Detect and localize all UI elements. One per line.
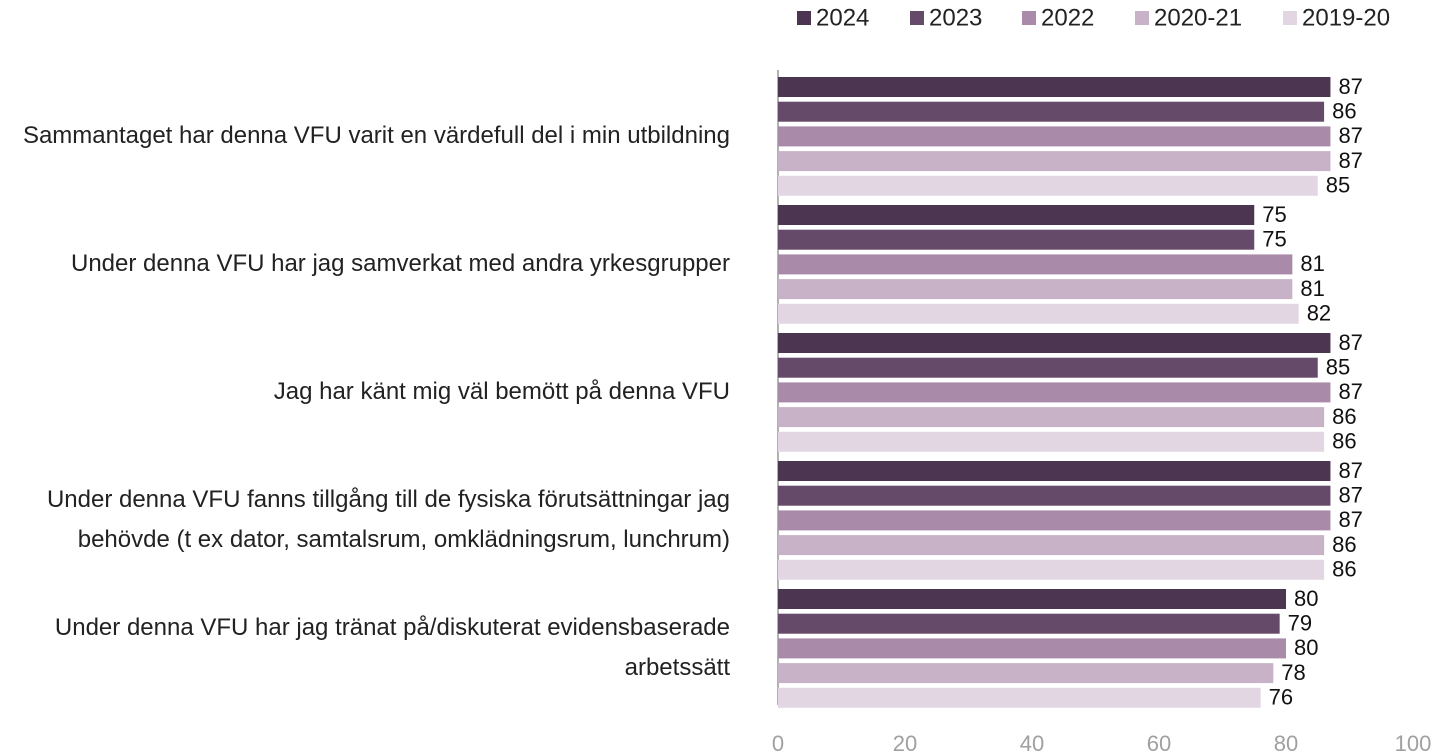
legend-label: 2024: [816, 4, 869, 31]
bar: [778, 126, 1331, 147]
category-label: Under denna VFU fanns tillgång till de f…: [46, 486, 730, 554]
bar: [778, 303, 1299, 324]
value-label: 75: [1262, 227, 1286, 252]
bar: [778, 663, 1274, 684]
bar: [778, 638, 1286, 659]
category-label: Under denna VFU har jag tränat på/diskut…: [54, 614, 730, 682]
bar: [778, 510, 1331, 531]
bar: [778, 229, 1255, 250]
bar: [778, 485, 1331, 506]
bar: [778, 333, 1331, 353]
value-label: 81: [1300, 251, 1324, 276]
bar: [778, 407, 1325, 428]
category-label: Jag har känt mig väl bemött på denna VFU: [273, 378, 730, 406]
bar: [778, 77, 1331, 97]
value-label: 85: [1326, 355, 1350, 380]
x-tick-label: 20: [893, 731, 917, 755]
bar: [778, 613, 1280, 634]
legend-label: 2020-21: [1154, 4, 1242, 31]
value-label: 87: [1338, 330, 1362, 355]
value-label: 87: [1338, 123, 1362, 148]
value-label: 87: [1338, 148, 1362, 173]
bar: [778, 559, 1325, 580]
value-label: 86: [1332, 532, 1356, 557]
bar: [778, 101, 1325, 122]
value-label: 86: [1332, 99, 1356, 124]
value-label: 86: [1332, 429, 1356, 454]
value-label: 78: [1281, 660, 1305, 685]
x-tick-label: 60: [1147, 731, 1171, 755]
legend-swatch: [1135, 11, 1149, 25]
value-label: 81: [1300, 276, 1324, 301]
bar: [778, 205, 1255, 225]
value-label: 76: [1269, 685, 1293, 710]
bar: [778, 382, 1331, 403]
bar: [778, 535, 1325, 556]
value-label: 80: [1294, 635, 1318, 660]
value-label: 85: [1326, 173, 1350, 198]
x-tick-label: 40: [1020, 731, 1044, 755]
value-label: 86: [1332, 557, 1356, 582]
x-tick-label: 0: [772, 731, 784, 755]
bar: [778, 175, 1318, 196]
bar: [778, 687, 1261, 708]
legend-label: 2019-20: [1302, 4, 1390, 31]
value-label: 86: [1332, 404, 1356, 429]
bar: [778, 589, 1286, 609]
value-label: 87: [1338, 379, 1362, 404]
legend-swatch: [1283, 11, 1297, 25]
x-tick-label: 100: [1395, 731, 1432, 755]
bar: [778, 151, 1331, 172]
legend-swatch: [797, 11, 811, 25]
category-label: Under denna VFU har jag samverkat med an…: [71, 250, 730, 278]
value-label: 87: [1338, 74, 1362, 99]
x-tick-label: 80: [1274, 731, 1298, 755]
bar: [778, 461, 1331, 481]
legend-label: 2022: [1041, 4, 1094, 31]
value-label: 79: [1288, 611, 1312, 636]
value-label: 87: [1338, 458, 1362, 483]
value-label: 87: [1338, 483, 1362, 508]
bar: [778, 279, 1293, 300]
legend-swatch: [910, 11, 924, 25]
bar: [778, 357, 1318, 378]
bar: [778, 431, 1325, 452]
category-label: Sammantaget har denna VFU varit en värde…: [22, 122, 730, 150]
value-label: 80: [1294, 586, 1318, 611]
legend-swatch: [1022, 11, 1036, 25]
bar: [778, 254, 1293, 275]
value-label: 82: [1307, 301, 1331, 326]
value-label: 75: [1262, 202, 1286, 227]
value-label: 87: [1338, 507, 1362, 532]
legend-label: 2023: [929, 4, 982, 31]
